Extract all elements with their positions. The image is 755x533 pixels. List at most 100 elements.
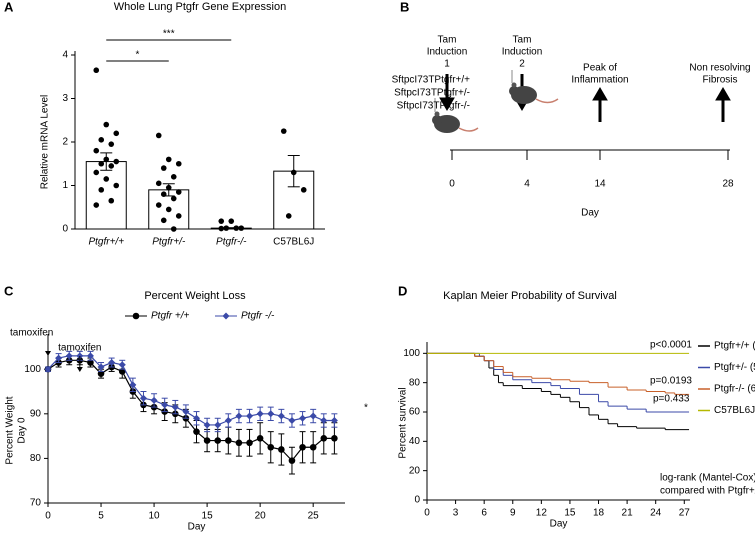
data-point [113, 182, 120, 189]
data-point [331, 435, 338, 442]
data-point [165, 206, 172, 213]
y-axis-title: Percent survival [398, 387, 409, 458]
data-point [160, 217, 167, 224]
footnote: log-rank (Mantel-Cox) test [660, 473, 755, 484]
data-point [155, 202, 162, 208]
data-point [108, 141, 115, 147]
data-point [175, 160, 182, 167]
y-tick-label: 60 [409, 407, 421, 418]
data-point [285, 213, 292, 219]
data-point [288, 457, 296, 464]
y-axis-title: Relative mRNA Level [40, 95, 51, 189]
x-tick-label: Ptgfr+/- [152, 237, 186, 248]
data-point [300, 187, 307, 193]
y-tick-label: 0 [62, 224, 68, 235]
data-point [175, 213, 182, 219]
annotation-arrow-head [45, 351, 51, 356]
y-tick-label: 90 [30, 408, 42, 419]
data-point [86, 352, 94, 360]
x-tick-label: 3 [453, 508, 459, 519]
data-point [155, 180, 162, 187]
data-point [118, 368, 126, 375]
x-tick-label: 10 [149, 511, 161, 522]
data-point [193, 428, 200, 435]
induction-label: Tam [513, 35, 532, 46]
significance-label: *** [163, 29, 175, 40]
event-label: Peak of [583, 63, 617, 74]
data-point [267, 410, 275, 418]
induction-label: Induction [502, 47, 543, 58]
x-tick-label: 15 [202, 511, 214, 522]
data-point [87, 359, 94, 366]
data-point [139, 394, 147, 402]
y-axis-title: Percent Weight [5, 396, 16, 464]
x-tick-label: 15 [564, 508, 576, 519]
panel-label: C [4, 283, 14, 298]
arrow-head [439, 97, 455, 111]
y-tick-label: 2 [62, 137, 68, 148]
legend-label: Ptgfr+/+ (68) [714, 341, 755, 352]
data-point [267, 443, 275, 451]
data-point [98, 160, 105, 167]
data-point [218, 225, 225, 232]
panel-label: D [398, 283, 407, 298]
x-tick-label: 12 [536, 508, 548, 519]
day-label: 28 [722, 179, 734, 190]
x-tick-label: 24 [650, 508, 662, 519]
genotype-label: SftpcI73TPtgfr+/- [394, 88, 470, 99]
mouse-icon [432, 98, 479, 133]
x-tick-label: Ptgfr+/+ [88, 237, 124, 248]
induction-label: Induction [427, 47, 468, 58]
panel-label: A [4, 0, 14, 14]
day-label: 0 [449, 179, 455, 190]
x-tick-label: 0 [45, 511, 51, 522]
annotation: tamoxifen [10, 328, 53, 339]
mouse-icon [509, 70, 559, 104]
data-point [256, 435, 264, 442]
data-point [108, 197, 115, 204]
series-line [47, 355, 335, 426]
data-point [103, 121, 110, 128]
y-tick-label: 40 [409, 436, 421, 447]
data-point [97, 363, 105, 371]
x-tick-label: 18 [593, 508, 605, 519]
y-tick-label: 70 [30, 498, 42, 509]
data-point [150, 396, 158, 404]
data-point [320, 435, 328, 442]
data-point [118, 361, 126, 369]
data-point [55, 354, 63, 362]
x-tick-label: C57BL6J [273, 237, 314, 248]
annotation-arrow-head [76, 367, 83, 372]
chart-title: Percent Weight Loss [144, 290, 246, 302]
x-tick-label: 25 [308, 511, 320, 522]
legend-label: C57BL6J (26) [714, 405, 755, 416]
data-point [280, 128, 287, 134]
data-point [228, 218, 235, 224]
series-line [47, 359, 335, 462]
data-point [160, 165, 167, 171]
y-tick-label: 4 [62, 50, 68, 61]
data-point [103, 176, 110, 182]
data-point [277, 412, 285, 420]
arrow-head [592, 87, 608, 101]
x-tick-label: 27 [679, 508, 691, 519]
data-point [175, 189, 182, 195]
data-point [214, 437, 222, 444]
data-point [76, 352, 84, 360]
data-point [224, 417, 232, 424]
data-point [98, 187, 105, 193]
data-point [256, 410, 264, 418]
data-point [203, 437, 211, 444]
data-point [129, 381, 137, 389]
data-point [288, 417, 296, 424]
induction-label: 2 [519, 59, 525, 70]
data-point [203, 421, 211, 429]
data-point [193, 414, 200, 422]
y-tick-label: 100 [403, 348, 420, 359]
data-point [320, 417, 328, 424]
data-point [108, 359, 116, 367]
data-point [309, 443, 317, 451]
bar [85, 161, 127, 230]
data-point [299, 443, 306, 451]
day-label: 14 [594, 179, 606, 190]
